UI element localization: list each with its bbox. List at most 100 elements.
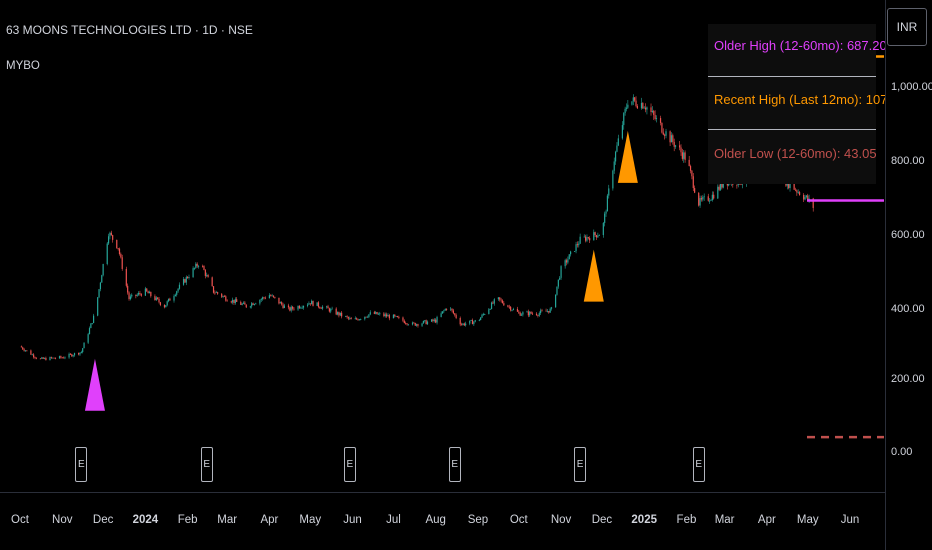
candle-body xyxy=(493,299,495,304)
earnings-marker[interactable]: E xyxy=(692,447,705,482)
candle-body xyxy=(535,313,538,316)
candle-body xyxy=(320,307,322,309)
candle-body xyxy=(384,314,386,317)
candle-body xyxy=(655,118,658,119)
candle-body xyxy=(413,322,415,324)
candle-body xyxy=(403,320,405,324)
candle-body xyxy=(383,313,385,317)
candle-body xyxy=(459,318,461,325)
candle-body xyxy=(512,308,514,311)
candle-body xyxy=(217,292,219,294)
candle-body xyxy=(568,254,570,260)
candle-body xyxy=(232,299,234,303)
candle-body xyxy=(698,192,700,206)
candle-body xyxy=(234,299,236,304)
candle-body xyxy=(78,353,80,355)
candle-body xyxy=(215,292,217,293)
candle-body xyxy=(241,303,243,305)
candle-body xyxy=(683,152,685,159)
candle-body xyxy=(349,318,351,320)
candle-body xyxy=(625,107,628,109)
candle-body xyxy=(129,296,131,300)
candle-body xyxy=(450,308,452,310)
earnings-marker[interactable]: E xyxy=(574,447,587,482)
candle-body xyxy=(60,356,62,358)
candle-body xyxy=(79,352,81,355)
candle-body xyxy=(550,307,553,309)
earnings-marker[interactable]: E xyxy=(75,447,88,482)
candle-body xyxy=(283,305,286,308)
candle-body xyxy=(264,297,266,299)
candle-body xyxy=(470,320,472,321)
candle-body xyxy=(556,286,558,295)
candle-body xyxy=(441,311,444,314)
candle-body xyxy=(665,131,667,136)
price-tick: 400.00 xyxy=(891,303,925,315)
candle-body xyxy=(193,267,196,269)
candle-body xyxy=(529,311,531,316)
candle-body xyxy=(653,111,655,115)
candle-body xyxy=(614,151,617,162)
indicator-label[interactable]: MYBO xyxy=(6,60,40,72)
candle-body xyxy=(454,313,456,315)
candle-body xyxy=(236,299,238,302)
candle-body xyxy=(497,297,499,300)
earnings-marker[interactable]: E xyxy=(343,447,356,482)
candle-body xyxy=(63,357,65,359)
candle-body xyxy=(182,279,185,285)
time-tick: Mar xyxy=(217,514,238,526)
candles-layer xyxy=(20,94,814,361)
candle-body xyxy=(538,313,540,316)
candle-body xyxy=(221,293,223,297)
candle-body xyxy=(212,286,215,293)
candle-body xyxy=(293,308,295,310)
price-axis[interactable] xyxy=(885,0,932,550)
candle-body xyxy=(34,357,36,358)
candle-body xyxy=(605,211,607,214)
candle-body xyxy=(640,102,643,109)
candle-body xyxy=(360,319,362,320)
candle-body xyxy=(71,354,73,357)
candle-body xyxy=(797,192,799,193)
candle-body xyxy=(555,294,557,308)
candle-body xyxy=(392,314,395,319)
candle-body xyxy=(623,113,625,126)
candle-body xyxy=(789,183,791,189)
candle-body xyxy=(700,198,703,200)
candle-body xyxy=(463,323,465,326)
candle-body xyxy=(204,270,206,276)
candle-body xyxy=(147,291,149,294)
candle-body xyxy=(597,235,599,238)
candle-body xyxy=(519,312,521,316)
candle-body xyxy=(669,131,671,143)
candle-body xyxy=(289,307,291,311)
earnings-marker[interactable]: E xyxy=(200,447,213,482)
candle-body xyxy=(49,357,51,361)
candle-body xyxy=(31,354,33,356)
candle-body xyxy=(452,310,454,314)
candle-body xyxy=(703,196,705,198)
candle-body xyxy=(564,260,566,267)
candle-body xyxy=(406,323,408,325)
time-tick: Apr xyxy=(260,514,279,526)
candle-body xyxy=(416,324,418,326)
candle-body xyxy=(662,132,664,135)
candle-body xyxy=(24,350,27,352)
candle-body xyxy=(387,315,389,317)
candle-body xyxy=(73,353,76,356)
candle-body xyxy=(300,307,302,309)
candle-body xyxy=(282,304,284,308)
price-chart[interactable] xyxy=(0,0,885,492)
currency-button[interactable]: INR xyxy=(887,8,927,46)
candle-body xyxy=(136,294,138,296)
candle-body xyxy=(650,107,652,112)
candle-body xyxy=(699,198,701,206)
candle-body xyxy=(297,305,299,310)
candle-body xyxy=(226,300,228,302)
candle-body xyxy=(253,303,256,305)
time-tick: Aug xyxy=(425,514,446,526)
candle-body xyxy=(713,194,715,199)
earnings-marker[interactable]: E xyxy=(448,447,461,482)
candle-body xyxy=(92,315,95,323)
candle-body xyxy=(354,318,356,320)
